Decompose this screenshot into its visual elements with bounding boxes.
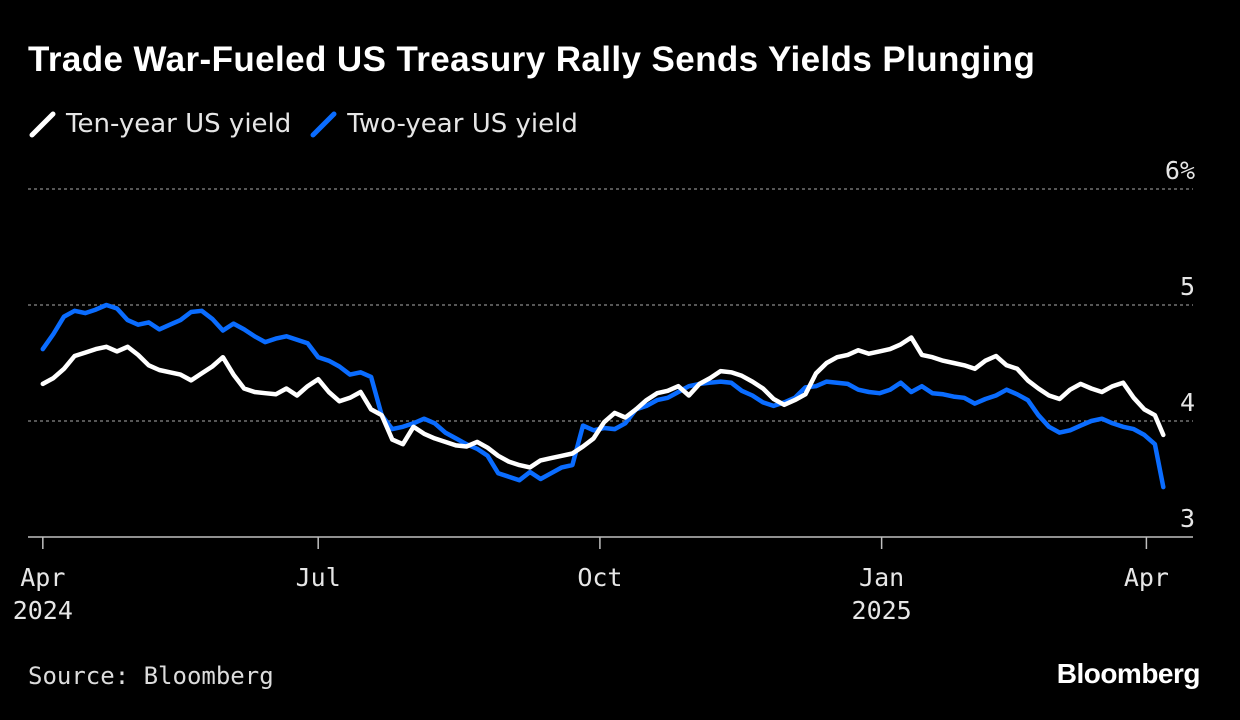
y-tick-label-4: 4 [1180,388,1195,417]
legend-swatch-ten-year [29,111,56,138]
chart-title: Trade War-Fueled US Treasury Rally Sends… [28,40,1036,79]
x-tick-sublabel-3: 2025 [852,596,912,625]
series-line-two-year [40,302,1166,490]
y-axis-labels: 6% 5 4 3 [1165,156,1195,533]
series-ten-year [40,335,1166,470]
series-two-year [40,302,1166,490]
x-tick-label-3: Jan [859,563,904,592]
legend-line-two-year [310,111,337,138]
source-note: Source: Bloomberg [28,662,274,690]
bloomberg-logo: Bloomberg [1056,658,1201,689]
x-tick-label-1: Jul [296,563,341,592]
legend-swatch-two-year [310,111,337,138]
gridlines [28,188,1193,422]
legend-label-two-year: Two-year US yield [347,109,578,139]
x-tick-label-2: Oct [577,563,622,592]
x-tick-label-4: Apr [1124,563,1169,592]
series-line-ten-year [40,335,1166,470]
x-tick-label-0: Apr [20,563,65,592]
legend-label-ten-year: Ten-year US yield [66,109,292,139]
legend-item-ten-year: Ten-year US yield [28,109,291,139]
series-lines [40,302,1166,490]
x-axis: Apr 2024 Jul Oct Jan 2025 Apr [13,536,1193,625]
legend: Ten-year US yield Two-year US yield [28,106,596,142]
y-tick-label-5: 5 [1180,272,1195,301]
x-tick-sublabel-0: 2024 [13,596,73,625]
legend-item-two-year: Two-year US yield [309,109,578,139]
legend-line-ten-year [29,111,56,138]
y-tick-label-6: 6% [1165,156,1195,185]
y-tick-label-3: 3 [1180,504,1195,533]
